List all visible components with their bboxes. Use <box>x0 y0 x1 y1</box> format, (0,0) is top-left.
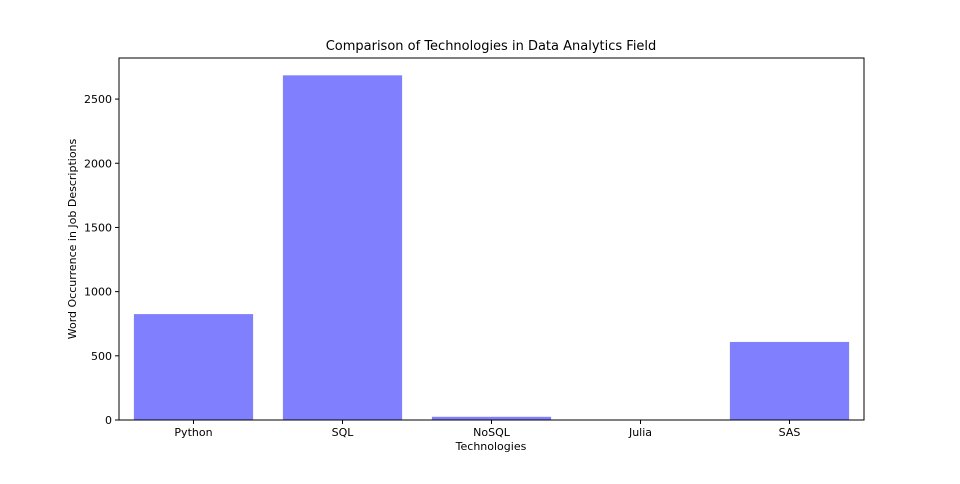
x-axis-label: Technologies <box>455 440 527 453</box>
y-tick-label: 0 <box>105 414 112 427</box>
x-axis: Python SQL NoSQL Julia SAS <box>174 420 800 439</box>
bars-layer <box>133 75 850 420</box>
y-tick-label: 1500 <box>84 221 112 234</box>
x-tick-label: Julia <box>628 426 652 439</box>
y-tick-label: 500 <box>91 350 112 363</box>
x-tick-label: NoSQL <box>473 426 511 439</box>
y-axis: 0 500 1000 1500 2000 2500 <box>84 93 119 427</box>
bar-python <box>133 314 254 420</box>
y-tick-label: 1000 <box>84 286 112 299</box>
bar-sql <box>282 75 403 420</box>
y-tick-label: 2500 <box>84 93 112 106</box>
x-tick-label: SAS <box>779 426 801 439</box>
y-tick-label: 2000 <box>84 157 112 170</box>
bar-sas <box>729 341 850 420</box>
bar-nosql <box>431 416 552 420</box>
y-axis-label: Word Occurrence in Job Descriptions <box>66 138 79 339</box>
x-tick-label: Python <box>174 426 212 439</box>
x-tick-label: SQL <box>332 426 355 439</box>
chart-title: Comparison of Technologies in Data Analy… <box>326 39 657 54</box>
